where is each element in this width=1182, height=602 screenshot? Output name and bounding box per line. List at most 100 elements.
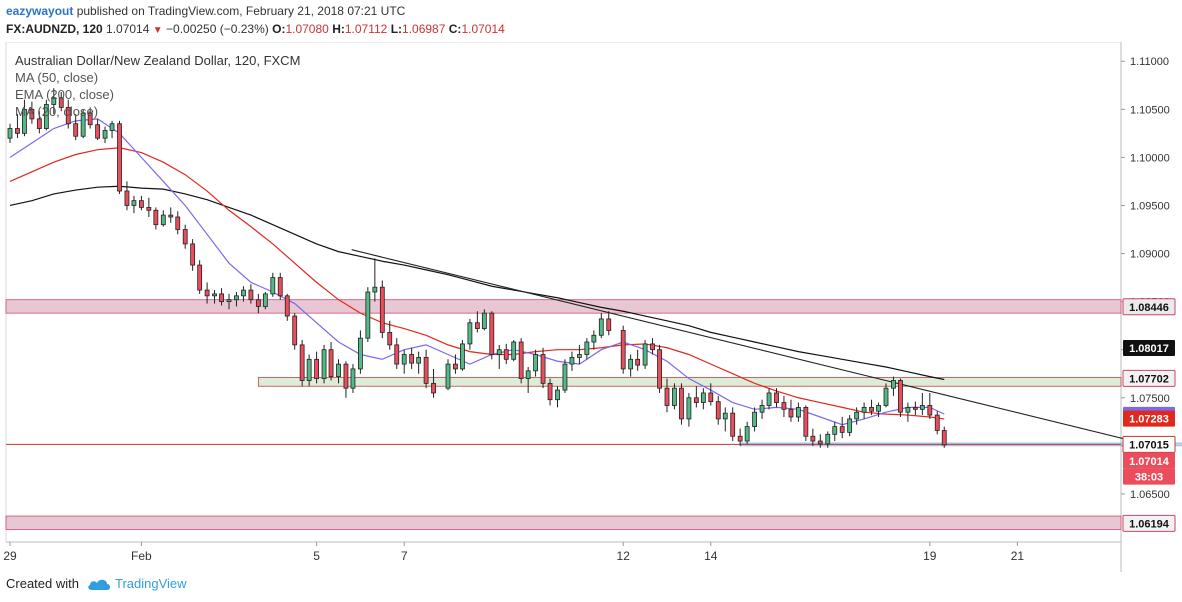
price-tick-label: 1.11000	[1130, 56, 1169, 68]
candle-body	[314, 358, 320, 379]
candle-body	[15, 128, 20, 134]
price-label: 1.07014	[1129, 456, 1170, 468]
candle-body	[36, 118, 42, 129]
candle-body	[29, 108, 35, 120]
candle-body	[197, 264, 203, 291]
candle-body	[65, 106, 71, 125]
candles	[7, 88, 947, 448]
open-value: 1.07080	[285, 22, 329, 36]
candle-body	[672, 387, 677, 406]
candle-body	[708, 392, 714, 403]
candle-body	[328, 349, 334, 378]
candle-body	[905, 406, 911, 413]
candle-body	[336, 363, 341, 378]
bottom-zone	[5, 515, 1122, 530]
support-zone	[257, 377, 1122, 387]
low-label: L:	[390, 22, 403, 36]
candle-body	[547, 382, 553, 401]
candle-body	[496, 349, 502, 355]
tradingview-brand[interactable]: TradingView	[114, 576, 187, 591]
candle-body	[584, 341, 590, 355]
created-with-text: Created with	[6, 576, 79, 591]
candle-body	[95, 124, 100, 139]
candle-body	[744, 426, 750, 442]
candle-body	[365, 291, 371, 339]
time-axis[interactable]: 29Feb571214192126Mar5	[3, 542, 1182, 563]
candle-body	[503, 349, 509, 360]
candle-body	[124, 190, 130, 206]
price-label-box	[1123, 410, 1175, 427]
price-label: 1.07702	[1129, 373, 1169, 385]
plot-frame	[5, 42, 1122, 543]
time-tick-label: 19	[923, 549, 937, 563]
price-tick-label: 1.07500	[1130, 393, 1170, 405]
candle-body	[934, 414, 940, 431]
candle-body	[73, 123, 79, 137]
price-label: 1.07015	[1129, 439, 1169, 451]
candle-body	[737, 435, 743, 442]
candle-body	[401, 354, 407, 365]
legend-ma20: MA (20, close)	[15, 104, 98, 119]
time-tick-label: 7	[401, 549, 408, 563]
candle-body	[284, 295, 290, 317]
price-label-box	[1122, 514, 1176, 532]
candle-body	[591, 334, 597, 343]
price-chart[interactable]: 1.110001.105001.100001.095001.090001.085…	[0, 42, 1182, 572]
candle-body	[752, 411, 757, 428]
candle-body	[182, 229, 188, 245]
candle-body	[825, 433, 831, 445]
candle-body	[606, 318, 612, 331]
symbol-name: FX:AUDNZD, 120	[6, 22, 103, 36]
price-tick-label: 1.09500	[1130, 200, 1170, 212]
candle-body	[379, 286, 385, 333]
price-label-box	[1122, 435, 1176, 453]
author-link[interactable]: eazywayout	[6, 4, 74, 18]
candle-body	[635, 358, 641, 366]
candle-body	[343, 363, 349, 389]
tradingview-logo[interactable]: TradingView	[87, 576, 187, 591]
candle-body	[533, 354, 538, 372]
price-axis[interactable]: 1.110001.105001.100001.095001.090001.085…	[1121, 56, 1176, 532]
high-label: H:	[332, 22, 345, 36]
candle-body	[423, 356, 429, 384]
cloud-logo-icon	[88, 579, 110, 590]
candle-body	[598, 318, 604, 336]
time-tick-label: 29	[3, 549, 17, 563]
candle-body	[869, 406, 874, 412]
candle-body	[109, 123, 115, 131]
candle-body	[518, 341, 524, 379]
candle-body	[306, 358, 312, 381]
close-label: C:	[448, 22, 462, 36]
candle-body	[803, 406, 809, 437]
candle-body	[679, 387, 684, 420]
candle-body	[299, 344, 305, 381]
candle-body	[22, 108, 27, 134]
candle-body	[87, 112, 93, 126]
candle-body	[883, 387, 889, 406]
candle-body	[416, 356, 422, 364]
candle-body	[102, 130, 108, 139]
candle-body	[234, 295, 239, 301]
candle-body	[722, 412, 728, 420]
candle-body	[898, 380, 903, 413]
price-tick-label: 1.10500	[1130, 104, 1170, 116]
candle-body	[657, 349, 662, 389]
candle-body	[854, 411, 860, 420]
candle-body	[372, 286, 378, 293]
candle-body	[693, 397, 699, 403]
candle-body	[460, 343, 465, 370]
candle-body	[555, 389, 560, 401]
candle-body	[117, 123, 122, 192]
candle-body	[759, 405, 765, 413]
candle-body	[175, 216, 181, 230]
candle-body	[394, 344, 400, 365]
price-change: −0.00250 (−0.23%)	[166, 22, 269, 36]
candle-body	[190, 243, 196, 266]
candle-body	[730, 412, 736, 437]
last-price: 1.07014	[106, 22, 150, 36]
candle-body	[431, 382, 436, 394]
candle-body	[212, 293, 217, 297]
candle-body	[58, 97, 64, 108]
price-label: 1.08017	[1129, 343, 1169, 355]
candle-body	[357, 337, 363, 370]
